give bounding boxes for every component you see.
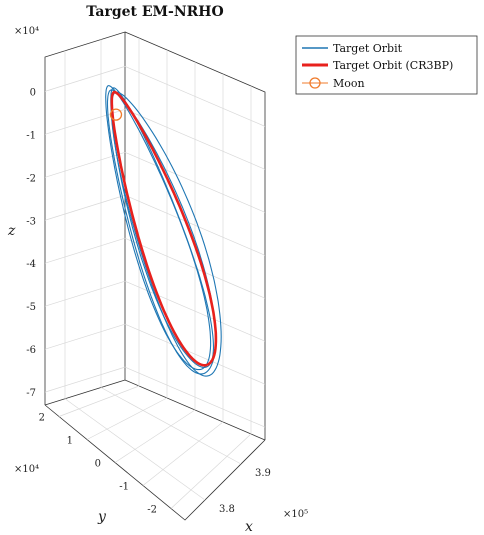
x-axis-label: x <box>245 519 253 535</box>
target-orbit-line <box>106 89 217 375</box>
y-grid-base <box>142 421 224 486</box>
z-tick-label: -7 <box>26 388 36 399</box>
y-tick-label: -1 <box>119 482 129 493</box>
axes-box <box>44 31 266 521</box>
z-tick-label: 0 <box>30 87 36 98</box>
y-grid-base <box>114 409 196 463</box>
y-grid-base <box>170 433 252 509</box>
x-grid-base <box>100 387 242 465</box>
z-grid-left <box>44 194 126 221</box>
z-grid-left <box>44 323 126 350</box>
base-back-edges <box>44 379 266 441</box>
z-grid-left <box>44 66 126 92</box>
x-tick-label: 3.8 <box>219 504 235 515</box>
x-grid-base <box>64 398 206 501</box>
legend: Target Orbit Target Orbit (CR3BP) Moon <box>295 35 478 95</box>
z-axis-label: z <box>7 223 16 239</box>
z-grid-left <box>44 280 126 307</box>
z-tick-label: -5 <box>26 302 36 313</box>
y-grid-base <box>58 385 140 417</box>
legend-label-target-orbit-cr3bp: Target Orbit (CR3BP) <box>333 59 453 72</box>
moon-marker <box>109 108 123 121</box>
tick-labels: 0 -1 -2 -3 -4 -5 -6 -7 2 1 0 -1 -2 3.8 3.9 <box>26 87 271 515</box>
z-tick-label: -4 <box>26 259 36 270</box>
z-grid-left <box>44 366 126 393</box>
z-grid-left <box>44 237 126 264</box>
y-tick-label: 2 <box>39 413 45 424</box>
z-tick-label: -3 <box>26 216 36 227</box>
base-front-edges <box>44 404 266 521</box>
z-tick-label: -1 <box>26 130 36 141</box>
target-orbit-line <box>105 85 212 371</box>
y-scale-label: ×10⁴ <box>14 464 39 475</box>
z-scale-label: ×10⁴ <box>14 26 39 37</box>
chart-title: Target EM-NRHO <box>86 4 223 20</box>
legend-swatch-moon <box>309 77 321 89</box>
z-tick-label: -2 <box>26 173 36 184</box>
x-tick-label: 3.9 <box>255 468 271 479</box>
legend-label-moon: Moon <box>333 77 365 90</box>
orbit-series <box>105 85 222 377</box>
y-axis-label: y <box>97 509 107 525</box>
cr3bp-orbit-line <box>110 90 218 367</box>
back-wall-right <box>124 31 266 440</box>
z-tick-label: -6 <box>26 345 36 356</box>
x-scale-label: ×10⁵ <box>283 509 308 520</box>
y-tick-label: -2 <box>147 505 157 516</box>
y-tick-label: 1 <box>67 436 73 447</box>
z-grid-left <box>44 151 126 178</box>
y-grid-base <box>86 397 168 440</box>
y-tick-label: 0 <box>95 459 101 470</box>
legend-label-target-orbit: Target Orbit <box>333 42 403 55</box>
